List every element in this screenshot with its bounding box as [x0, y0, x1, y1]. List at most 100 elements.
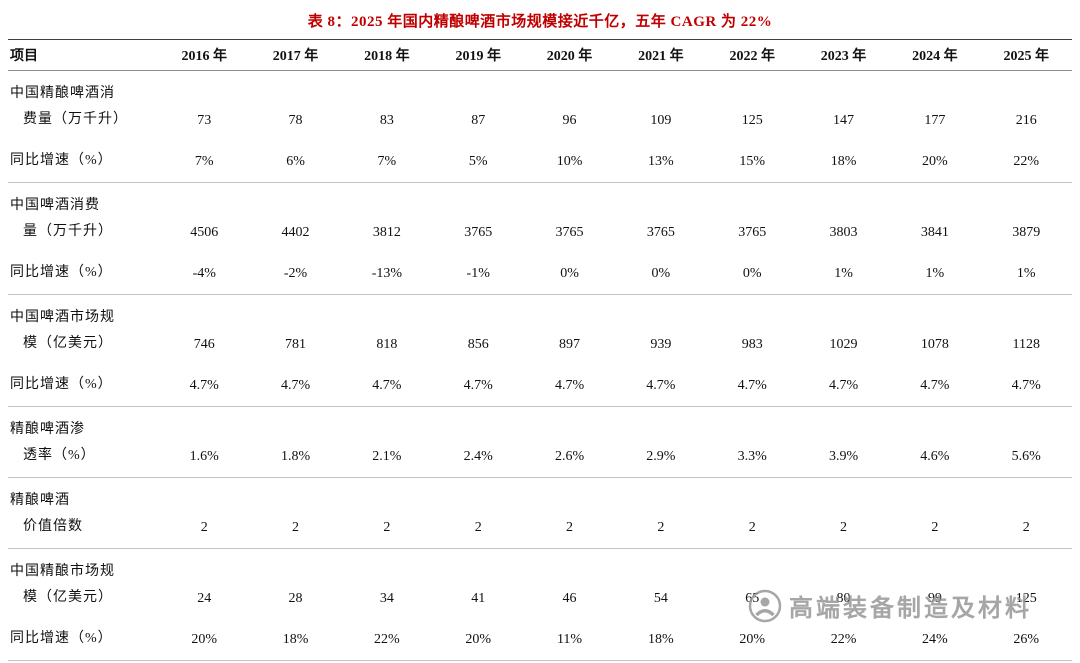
row-label-line: 模（亿美元）	[23, 590, 113, 605]
cell-value: 4.7%	[797, 365, 890, 407]
cell-value: 2	[706, 477, 798, 549]
cell-value: 54	[653, 591, 668, 606]
row-label: 中国精酿市场规 模（亿美元）	[8, 549, 159, 620]
column-header-year: 2017 年	[249, 39, 342, 71]
column-header-year: 2022 年	[706, 39, 798, 71]
cell-value: 109	[650, 113, 672, 128]
cell-value: 147	[833, 113, 855, 128]
cell-value: 781	[285, 337, 307, 352]
table-row: 中国啤酒消费 量（万千升） 4506 4402 3812 3765 3765 3765 3765…	[8, 183, 1072, 254]
cell-value: 99	[927, 591, 942, 606]
row-label-line: 同比增速（%）	[10, 377, 113, 392]
cell-value: 18%	[797, 141, 890, 183]
cell-value: 939	[650, 337, 672, 352]
column-header-item: 项目	[8, 39, 159, 71]
cell-value: -13%	[341, 253, 433, 295]
row-label: 同比增速（%）	[8, 141, 159, 183]
data-table: 项目 2016 年 2017 年 2018 年 2019 年 2020 年 2021 年 20…	[8, 39, 1072, 663]
cell-value: 4402	[281, 225, 310, 240]
cell-value: 13%	[615, 141, 707, 183]
table-row: 同比增速（%） -4% -2% -13% -1% 0% 0% 0% 1% 1% 1%	[8, 253, 1072, 295]
cell-value: 0%	[706, 253, 798, 295]
table-row: 精酿啤酒 价值倍数 2 2 2 2 2 2 2 2 2 2	[8, 477, 1072, 549]
row-label: 精酿啤酒渗 透率（%）	[8, 406, 159, 478]
cell-value: 1%	[797, 253, 890, 295]
column-header-year: 2016 年	[158, 39, 250, 71]
cell-value: 20%	[889, 141, 981, 183]
cell-value: 3.3%	[706, 406, 798, 478]
table-title: 表 8：2025 年国内精酿啤酒市场规模接近千亿，五年 CAGR 为 22%	[307, 14, 773, 30]
cell-value: -4%	[158, 253, 250, 295]
cell-value: 3841	[920, 225, 949, 240]
column-header-year: 2023 年	[797, 39, 890, 71]
cell-value: 22%	[797, 619, 890, 661]
cell-value: 2	[615, 477, 707, 549]
cell-value: 73	[197, 113, 212, 128]
row-label: 同比增速（%）	[8, 619, 159, 661]
row-label-line: 同比增速（%）	[10, 153, 113, 168]
cell-value: 4.7%	[523, 365, 616, 407]
cell-value: 46	[562, 591, 577, 606]
cell-value: 18%	[615, 619, 707, 661]
cell-value: 2	[249, 477, 342, 549]
cell-value: 20%	[158, 619, 250, 661]
cell-value: 4.7%	[432, 365, 524, 407]
row-label-line: 中国啤酒消费	[10, 198, 100, 213]
cell-value: 1.8%	[249, 406, 342, 478]
column-header-year: 2019 年	[432, 39, 524, 71]
column-header-year: 2021 年	[615, 39, 707, 71]
cell-value: 87	[471, 113, 486, 128]
cell-value: 125	[741, 113, 763, 128]
cell-value: 80	[836, 591, 851, 606]
cell-value: 41	[471, 591, 486, 606]
cell-value: 4506	[190, 225, 219, 240]
row-label-line: 中国精酿啤酒消	[10, 86, 115, 101]
cell-value: 2	[432, 477, 524, 549]
row-label-line: 费量（万千升）	[23, 112, 128, 127]
cell-value: 3765	[646, 225, 675, 240]
cell-value: 24%	[889, 619, 981, 661]
cell-value: 746	[193, 337, 215, 352]
cell-value: 6%	[249, 141, 342, 183]
column-header-year: 2018 年	[341, 39, 433, 71]
table-row: 同比增速（%） 4.7% 4.7% 4.7% 4.7% 4.7% 4.7% 4.7% 4.7% 4…	[8, 365, 1072, 407]
cell-value: 1029	[829, 337, 858, 352]
cell-value: 4.7%	[249, 365, 342, 407]
column-header-year: 2024 年	[889, 39, 981, 71]
row-label-line: 价值倍数	[23, 519, 83, 534]
cell-value: 26%	[980, 619, 1072, 661]
row-label: 精酿啤酒 价值倍数	[8, 477, 159, 549]
cell-value: 18%	[249, 619, 342, 661]
cell-value: 2	[980, 477, 1072, 549]
table-row: 同比增速（%） 7% 6% 7% 5% 10% 13% 15% 18% 20% 22%	[8, 141, 1072, 183]
cell-value: 24	[197, 591, 212, 606]
row-label-line: 中国啤酒市场规	[10, 310, 115, 325]
column-header-year: 2025 年	[980, 39, 1072, 71]
table-row: 中国精酿啤酒消 费量（万千升） 73 78 83 87 96 109 125 147 177 216	[8, 71, 1072, 142]
cell-value: 2	[889, 477, 981, 549]
table-row: 同比增速（%） 20% 18% 22% 20% 11% 18% 20% 22% 24% 26%	[8, 619, 1072, 661]
row-label-line: 同比增速（%）	[10, 631, 113, 646]
cell-value: 2	[523, 477, 616, 549]
cell-value: 983	[741, 337, 763, 352]
cell-value: 4.7%	[980, 365, 1072, 407]
row-label: 中国啤酒消费 量（万千升）	[8, 183, 159, 254]
cell-value: 5.6%	[980, 406, 1072, 478]
cell-value: 11%	[523, 619, 616, 661]
cell-value: 1078	[920, 337, 949, 352]
cell-value: 4.7%	[706, 365, 798, 407]
table-row: 中国精酿市场规 模（亿美元） 24 28 34 41 46 54 65 80 99 125	[8, 549, 1072, 620]
cell-value: 125	[1015, 591, 1037, 606]
cell-value: 65	[745, 591, 760, 606]
cell-value: 177	[924, 113, 946, 128]
cell-value: 34	[379, 591, 394, 606]
cell-value: -2%	[249, 253, 342, 295]
row-label: 同比增速（%）	[8, 253, 159, 295]
row-label: 中国精酿啤酒消费量（万千升）	[8, 71, 159, 142]
cell-value: 3765	[555, 225, 584, 240]
cell-value: 7%	[341, 141, 433, 183]
cell-value: 78	[288, 113, 303, 128]
cell-value: 2.1%	[341, 406, 433, 478]
cell-value: 83	[379, 113, 394, 128]
